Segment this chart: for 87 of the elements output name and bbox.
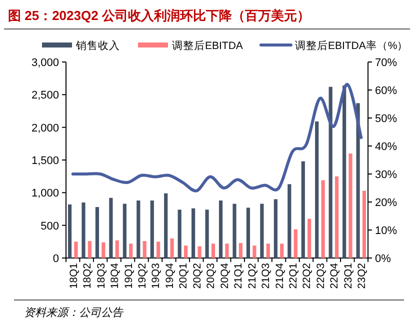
y-tick-label: 500 — [40, 220, 59, 232]
y2-tick-label: 20% — [375, 197, 398, 209]
x-tick-label: 23Q1 — [342, 262, 354, 289]
bar — [170, 238, 174, 258]
x-tick-label: 23Q2 — [356, 262, 368, 289]
text: 资料来源：公司公告 — [24, 306, 124, 319]
x-tick-label: 18Q1 — [68, 262, 80, 289]
x-tick-label: 21Q4 — [274, 262, 286, 289]
bar — [321, 180, 325, 258]
bar — [192, 208, 196, 258]
y-tick-label: 2,500 — [31, 90, 59, 102]
bar — [342, 86, 346, 258]
bar — [301, 161, 305, 258]
x-tick-label: 22Q2 — [301, 262, 314, 289]
bar — [274, 199, 278, 258]
y2-tick-label: 0% — [375, 253, 392, 265]
x-tick-label: 19Q3 — [150, 262, 162, 289]
x-tick-label: 20Q4 — [218, 262, 231, 289]
bar — [198, 246, 202, 258]
bar — [315, 121, 319, 258]
bar — [150, 200, 154, 258]
bar — [178, 210, 182, 258]
bar — [238, 242, 242, 258]
bar — [218, 200, 223, 258]
x-tick-label: 22Q3 — [314, 262, 327, 289]
x-tick-label: 20Q1 — [178, 262, 190, 289]
y-tick-label: 1,500 — [31, 155, 59, 167]
y2-tick-label: 40% — [375, 141, 398, 153]
bar — [156, 242, 160, 258]
legend-label: 调整后EBITDA — [172, 39, 243, 52]
bar — [328, 86, 332, 258]
bar — [74, 242, 78, 258]
x-tick-label: 19Q1 — [122, 262, 135, 289]
x-tick-label: 22Q4 — [328, 262, 341, 289]
y2-tick-label: 30% — [375, 169, 398, 181]
bar — [82, 202, 86, 258]
x-tick-label: 22Q1 — [288, 262, 300, 289]
y2-tick-label: 50% — [375, 113, 398, 125]
bar — [232, 204, 236, 258]
bar — [308, 218, 312, 258]
bar — [68, 204, 72, 258]
legend-label: 调整后EBITDA率（%） — [294, 39, 408, 52]
bar — [129, 244, 133, 258]
legend-label: 销售收入 — [75, 39, 120, 52]
bar — [164, 193, 168, 258]
bar — [88, 241, 92, 258]
x-tick-label: 18Q4 — [109, 262, 122, 289]
x-tick-label: 21Q3 — [260, 262, 272, 289]
bar — [252, 246, 256, 258]
x-tick-label: 18Q2 — [82, 262, 94, 289]
y2-tick-label: 70% — [375, 57, 398, 69]
bar — [142, 241, 146, 258]
y-tick-label: 3,000 — [31, 57, 59, 69]
bar — [356, 103, 360, 258]
x-tick-label: 21Q1 — [232, 262, 245, 289]
x-tick-label: 19Q4 — [164, 262, 176, 289]
bar — [102, 242, 106, 258]
bar — [246, 208, 250, 258]
y-tick-label: 2,000 — [31, 122, 59, 134]
chart-title: 图 25：2023Q2 公司收入利润环比下降（百万美元） — [8, 8, 310, 23]
y2-tick-label: 60% — [375, 85, 398, 97]
bar — [334, 176, 339, 258]
bar — [205, 210, 209, 258]
bar — [95, 207, 100, 258]
bar — [362, 190, 366, 258]
bar — [280, 244, 284, 258]
x-tick-label: 21Q2 — [246, 262, 258, 289]
bar — [122, 204, 126, 258]
bar — [225, 244, 229, 258]
bar — [348, 153, 352, 258]
bar — [115, 240, 119, 258]
bar — [288, 184, 292, 258]
x-tick-label: 20Q3 — [205, 262, 218, 289]
x-tick-label: 18Q3 — [95, 262, 108, 289]
y-tick-label: 1,000 — [31, 188, 59, 200]
x-tick-label: 19Q2 — [136, 262, 148, 289]
bar — [294, 229, 298, 258]
bar — [109, 198, 113, 258]
bar — [211, 244, 216, 258]
bar — [260, 204, 264, 258]
line-series — [71, 82, 363, 192]
bar — [184, 246, 188, 258]
y-tick-label: 0 — [52, 253, 59, 265]
bar — [136, 200, 140, 258]
bar — [266, 244, 270, 258]
x-tick-label: 20Q2 — [191, 262, 204, 289]
y2-tick-label: 10% — [375, 225, 398, 237]
